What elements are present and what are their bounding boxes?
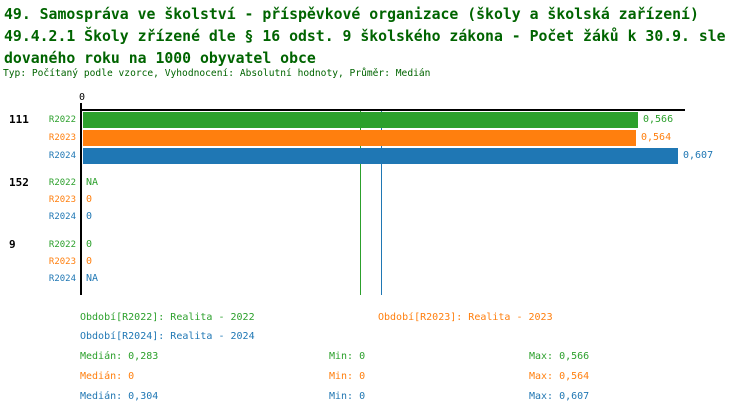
table-row: 111 R2022 0,566 [0,112,750,128]
stat-max-r2023: Max: 0,564 [529,371,590,382]
bar-value-label: 0,564 [641,132,672,143]
row-label-r2024: R2024 [48,212,76,222]
row-label-r2024: R2024 [48,151,76,161]
table-row: R2023 0 [0,254,750,270]
stat-max-r2022: Max: 0,566 [529,351,590,362]
table-row: 152 R2022 NA [0,175,750,191]
row-label-r2023: R2023 [48,195,76,205]
chart-meta-line: Typ: Počítaný podle vzorce, Vyhodnocení:… [3,68,431,79]
row-label-r2024: R2024 [48,274,76,284]
bar-value-label: 0 [86,239,93,250]
bar-value-label: 0 [86,194,93,205]
row-label-r2022: R2022 [48,115,76,125]
median-line-r2022 [360,111,361,295]
y-axis-line [80,103,82,295]
chart-title-line3: dovaného roku na 1000 obyvatel obce [4,50,316,67]
stat-median-r2023: Medián: 0 [80,371,135,382]
median-line-r2024 [381,111,382,295]
group-label-152: 152 [9,176,29,189]
chart-title-line1: 49. Samospráva ve školství - příspěvkové… [4,6,699,23]
stat-min-r2023: Min: 0 [329,371,366,382]
bar-r2024 [83,148,678,164]
table-row: R2023 0,564 [0,130,750,146]
table-row: R2024 0 [0,209,750,225]
table-row: R2024 0,607 [0,148,750,164]
chart-title-line2: 49.4.2.1 Školy zřízené dle § 16 odst. 9 … [4,28,726,45]
bar-value-label: 0,607 [683,150,714,161]
x-axis-line [80,109,685,111]
legend-item-r2023: Období[R2023]: Realita - 2023 [378,312,553,323]
stat-median-r2022: Medián: 0,283 [80,351,159,362]
legend-item-r2022: Období[R2022]: Realita - 2022 [80,312,255,323]
bar-value-label: 0,566 [643,114,674,125]
table-row: 9 R2022 0 [0,237,750,253]
stat-min-r2024: Min: 0 [329,391,366,402]
bar-value-label: 0 [86,211,93,222]
legend-item-r2024: Období[R2024]: Realita - 2024 [80,331,255,342]
stat-min-r2022: Min: 0 [329,351,366,362]
table-row: R2023 0 [0,192,750,208]
bar-value-label: 0 [86,256,93,267]
row-label-r2022: R2022 [48,240,76,250]
group-label-111: 111 [9,113,29,126]
stat-max-r2024: Max: 0,607 [529,391,590,402]
group-label-9: 9 [9,238,16,251]
bar-r2023 [83,130,636,146]
bar-r2022 [83,112,638,128]
table-row: R2024 NA [0,271,750,287]
row-label-r2023: R2023 [48,133,76,143]
bar-value-label: NA [86,273,99,284]
row-label-r2023: R2023 [48,257,76,267]
bar-value-label: NA [86,177,99,188]
row-label-r2022: R2022 [48,178,76,188]
axis-zero-tick-label: 0 [78,92,86,103]
stat-median-r2024: Medián: 0,304 [80,391,159,402]
